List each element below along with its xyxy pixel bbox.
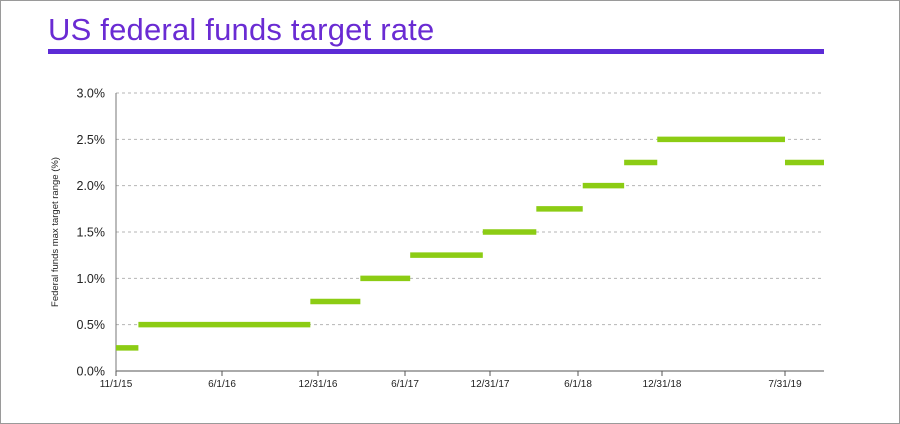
title-underline [48, 49, 824, 54]
x-tick-label: 6/1/16 [208, 379, 236, 390]
x-axis-ticks: 11/1/15 6/1/16 12/31/16 6/1/17 12/31/17 6/1/1… [100, 371, 802, 390]
x-tick-label: 12/31/16 [299, 379, 338, 390]
y-axis-ticks: 0.0% 0.5% 1.0% 1.5% 2.0% 2.5% 3.0% [77, 87, 106, 379]
y-tick-label: 0.0% [77, 365, 106, 379]
chart-title: US federal funds target rate [48, 12, 435, 47]
y-tick-label: 2.0% [77, 179, 106, 193]
x-tick-label: 12/31/17 [471, 379, 510, 390]
x-tick-label: 6/1/17 [391, 379, 419, 390]
grid-lines [115, 92, 824, 372]
x-tick-label: 11/1/15 [100, 379, 133, 390]
y-tick-label: 2.5% [77, 133, 106, 147]
x-tick-label: 7/31/19 [768, 379, 802, 390]
y-axis-label: Federal funds max target range (%) [50, 157, 61, 307]
rate-series [116, 136, 824, 351]
y-tick-label: 3.0% [77, 87, 106, 101]
y-tick-label: 1.5% [77, 226, 106, 240]
y-tick-label: 0.5% [77, 318, 106, 332]
x-tick-label: 6/1/18 [564, 379, 592, 390]
x-tick-label: 12/31/18 [643, 379, 682, 390]
y-tick-label: 1.0% [77, 272, 106, 286]
